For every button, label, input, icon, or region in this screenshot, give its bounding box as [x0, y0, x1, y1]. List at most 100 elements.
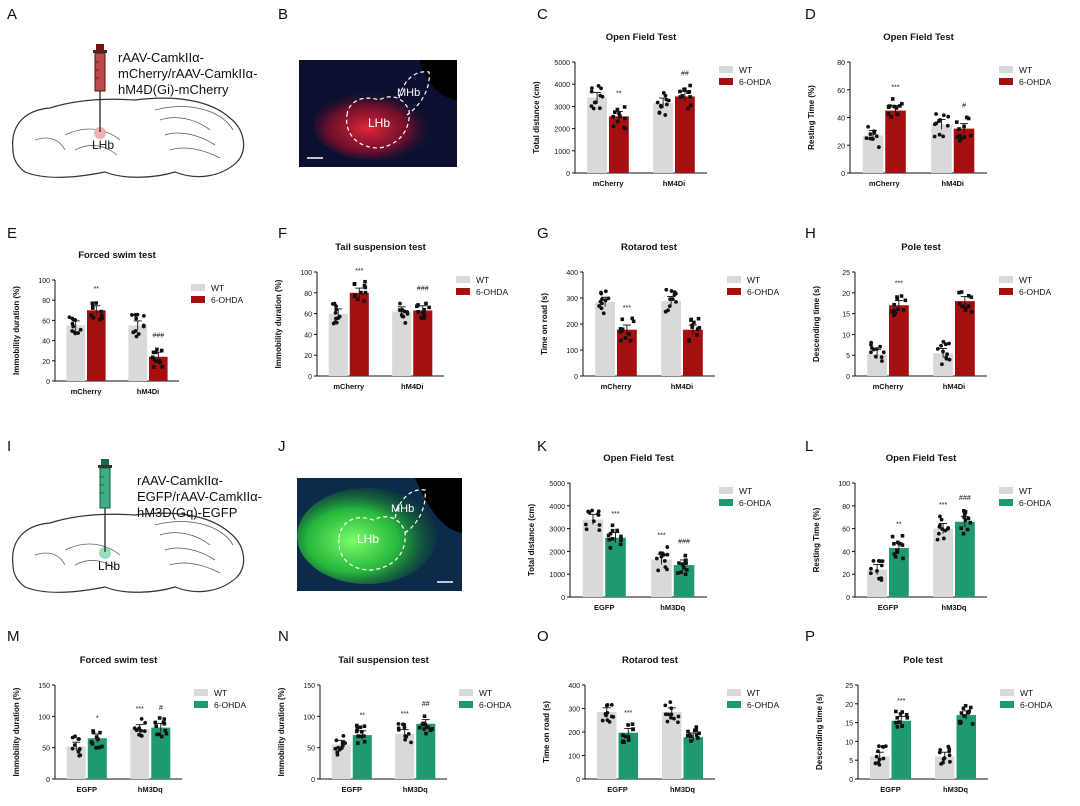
bar	[653, 103, 673, 173]
data-point	[100, 744, 104, 749]
data-point	[683, 572, 688, 577]
data-point	[683, 558, 688, 563]
data-point	[963, 306, 968, 310]
data-point	[874, 754, 879, 759]
y-tick-label: 20	[837, 143, 845, 150]
legend-label: 6-OHDA	[214, 700, 246, 710]
data-point	[897, 720, 901, 724]
y-axis-label: Resting Time (%)	[807, 85, 816, 150]
legend-swatch	[999, 487, 1013, 494]
data-point	[946, 114, 951, 119]
data-point	[70, 746, 75, 751]
data-point	[689, 739, 693, 743]
data-point	[354, 723, 359, 728]
data-point	[966, 116, 971, 121]
data-point	[352, 282, 357, 286]
data-point	[610, 523, 615, 528]
bar	[66, 325, 85, 381]
schematic-bottom-label-line1: rAAV-CamkIIα-	[137, 473, 224, 488]
data-point	[890, 97, 895, 101]
data-point	[356, 297, 360, 302]
data-point	[160, 365, 165, 369]
panel-letter-p: P	[805, 628, 816, 645]
data-point	[665, 545, 670, 549]
data-point	[333, 320, 338, 325]
data-point	[159, 348, 164, 353]
data-point	[900, 101, 904, 106]
data-point	[874, 134, 879, 139]
data-point	[959, 711, 964, 715]
data-point	[72, 743, 77, 747]
data-point	[942, 756, 947, 761]
data-point	[892, 302, 896, 307]
data-point	[679, 570, 684, 574]
data-point	[682, 87, 686, 92]
data-point	[76, 331, 81, 335]
data-point	[694, 728, 698, 732]
y-tick-label: 40	[837, 116, 845, 123]
data-point	[599, 291, 604, 296]
chart-p: Pole test Descending time (s) 0 5 10 15 20 25 **…	[815, 655, 1052, 794]
legend-swatch	[459, 689, 473, 696]
y-tick-label: 2000	[549, 549, 565, 556]
data-point	[362, 734, 366, 738]
panel-b-micrograph: MHb LHb	[299, 60, 457, 167]
data-point	[893, 555, 898, 559]
panel-letter-i: I	[7, 438, 12, 455]
x-category-label: mCherry	[869, 179, 901, 188]
x-category-label: hM4Di	[137, 387, 160, 396]
legend-label: 6-OHDA	[739, 498, 771, 508]
bar	[587, 97, 607, 173]
significance-label: ***	[895, 281, 903, 288]
significance-label: ###	[417, 286, 429, 293]
significance-label: #	[159, 705, 163, 712]
legend-swatch	[999, 78, 1013, 85]
schematic-top-label-line3: hM4D(Gi)-mCherry	[118, 82, 229, 97]
legend-swatch	[1000, 701, 1014, 708]
data-point	[334, 307, 339, 312]
data-point	[968, 705, 973, 710]
y-tick-label: 80	[842, 504, 850, 511]
data-point	[162, 717, 167, 721]
data-point	[937, 119, 941, 124]
data-point	[420, 722, 425, 727]
data-point	[626, 735, 631, 739]
y-axis-label: Immobility duration (%)	[274, 279, 283, 368]
data-point	[880, 559, 885, 564]
data-point	[336, 745, 341, 750]
data-point	[682, 565, 686, 570]
significance-label: **	[94, 286, 100, 293]
data-point	[959, 526, 963, 530]
legend-label: 6-OHDA	[739, 77, 771, 87]
data-point	[873, 761, 878, 766]
bar	[392, 311, 412, 376]
data-point	[595, 512, 600, 517]
x-category-label: mCherry	[71, 387, 103, 396]
panel-letter-m: M	[7, 628, 20, 645]
data-point	[151, 365, 156, 369]
legend-label: WT	[214, 688, 227, 698]
y-tick-label: 15	[845, 721, 853, 728]
schematic-bottom-region-label: LHb	[98, 559, 121, 573]
data-point	[403, 737, 408, 742]
legend-label: 6-OHDA	[1019, 287, 1051, 297]
data-point	[139, 716, 144, 721]
y-axis-label: Descending time (s)	[815, 694, 824, 770]
data-point	[676, 714, 681, 719]
data-point	[341, 733, 346, 738]
data-point	[423, 722, 428, 727]
data-point	[895, 112, 900, 117]
data-point	[685, 568, 689, 572]
x-category-label: mCherry	[601, 382, 633, 391]
data-point	[611, 124, 616, 129]
bar	[931, 124, 952, 173]
data-point	[626, 738, 631, 742]
micrograph-green-illustration	[297, 478, 462, 591]
data-point	[621, 739, 625, 744]
data-point	[969, 295, 974, 299]
bar	[955, 301, 975, 376]
data-point	[134, 316, 139, 321]
significance-label: **	[896, 521, 902, 528]
data-point	[687, 733, 692, 737]
legend-label: 6-OHDA	[747, 700, 779, 710]
